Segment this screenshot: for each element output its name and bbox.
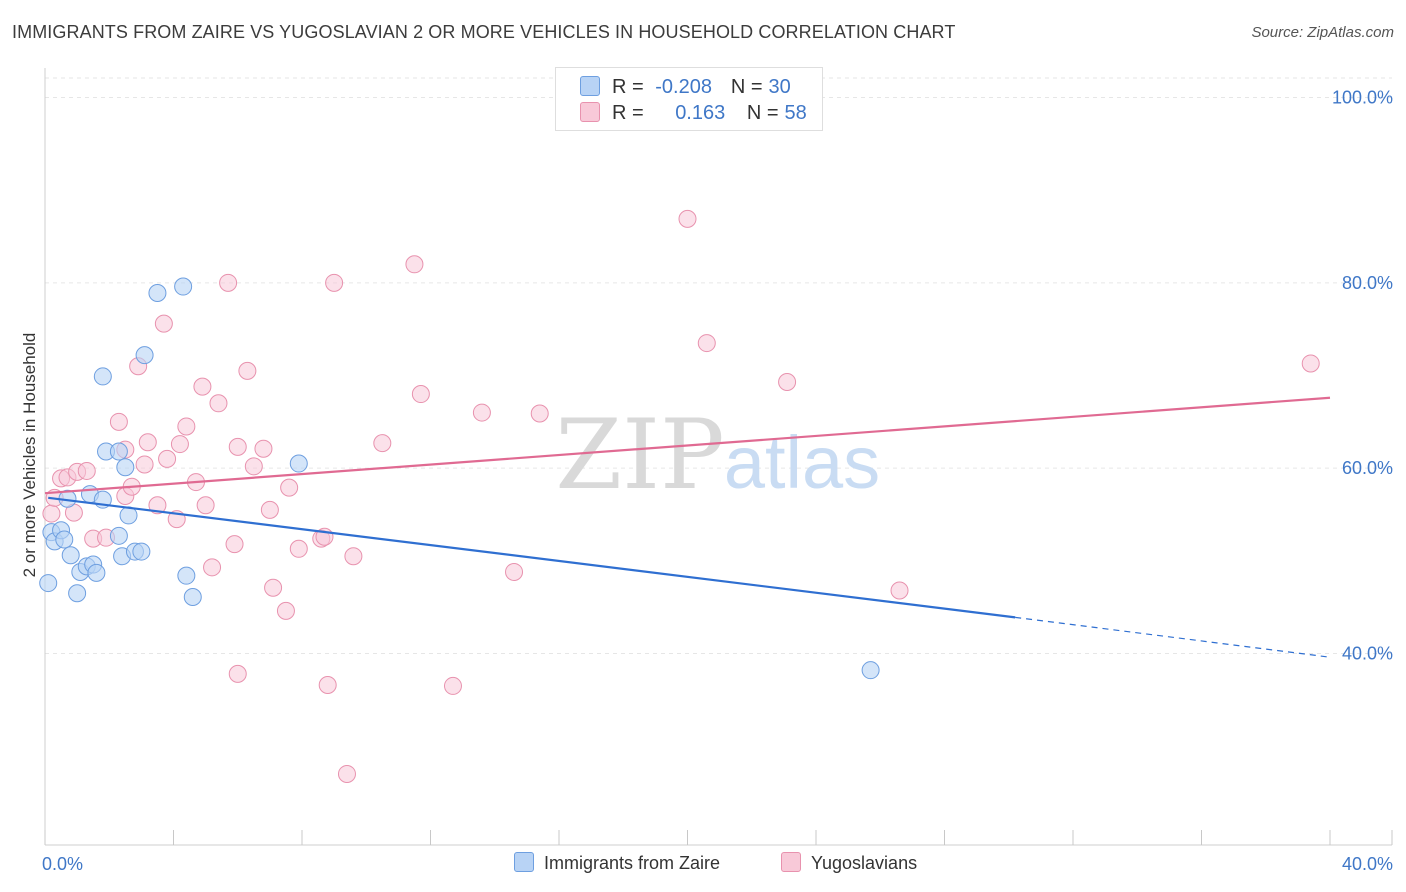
data-point-zaire: [116, 458, 135, 477]
data-point-zaire: [183, 587, 202, 606]
data-point-yugoslavians: [177, 417, 196, 436]
data-point-zaire: [109, 442, 128, 461]
data-point-yugoslavians: [196, 496, 215, 515]
n-value-zaire: 30: [768, 76, 791, 98]
data-point-yugoslavians: [264, 578, 283, 597]
series-zaire: [39, 277, 880, 680]
chart-title: IMMIGRANTS FROM ZAIRE VS YUGOSLAVIAN 2 O…: [12, 22, 956, 42]
data-point-yugoslavians: [289, 539, 308, 558]
r-value-yugoslavians: 0.163: [675, 102, 726, 124]
data-point-zaire: [132, 542, 151, 561]
data-point-zaire: [68, 584, 87, 603]
data-point-yugoslavians: [260, 500, 279, 519]
data-point-yugoslavians: [228, 664, 247, 683]
data-point-yugoslavians: [405, 255, 424, 274]
watermark-atlas: atlas: [724, 421, 880, 504]
legend-label-yugoslavians: Yugoslavians: [811, 853, 918, 873]
data-point-yugoslavians: [244, 457, 263, 476]
data-point-zaire: [289, 454, 308, 473]
data-point-yugoslavians: [148, 496, 167, 515]
source-label: Source: ZipAtlas.com: [1251, 24, 1394, 41]
trend-line-yugoslavians: [44, 396, 1331, 495]
data-point-yugoslavians: [890, 581, 909, 600]
data-point-yugoslavians: [344, 547, 363, 566]
n-value-yugoslavians: 58: [784, 102, 807, 124]
data-point-zaire: [39, 574, 58, 593]
legend-swatch-yugoslavians: [781, 852, 801, 872]
data-point-zaire: [87, 563, 106, 582]
r-value-zaire: -0.208: [655, 76, 712, 98]
legend-item-zaire[interactable]: Immigrants from Zaire: [514, 852, 720, 874]
series-yugoslavians: [42, 209, 1320, 783]
data-point-zaire: [177, 566, 196, 585]
data-point-zaire: [109, 526, 128, 545]
data-point-zaire: [135, 346, 154, 365]
data-point-yugoslavians: [280, 478, 299, 497]
y-tick-label: 100.0%: [1332, 88, 1393, 108]
y-tick-label: 60.0%: [1342, 458, 1393, 478]
legend-row-zaire: R = -0.208 N = 30: [580, 76, 791, 100]
data-point-yugoslavians: [337, 764, 356, 783]
axes: [44, 68, 1393, 846]
n-label: N =: [746, 102, 779, 124]
data-point-yugoslavians: [238, 361, 257, 380]
data-point-yugoslavians: [170, 435, 189, 454]
legend-swatch-zaire: [580, 76, 600, 96]
data-point-yugoslavians: [443, 676, 462, 695]
data-point-yugoslavians: [472, 403, 491, 422]
data-point-zaire: [174, 277, 193, 296]
data-point-zaire: [861, 661, 880, 680]
data-point-yugoslavians: [109, 412, 128, 431]
data-point-yugoslavians: [778, 372, 797, 391]
legend-series: Immigrants from Zaire Yugoslavians: [0, 852, 1406, 878]
data-point-yugoslavians: [254, 439, 273, 458]
trend-line-zaire-extension: [1015, 616, 1331, 658]
data-point-zaire: [61, 546, 80, 565]
data-point-yugoslavians: [325, 273, 344, 292]
data-point-yugoslavians: [138, 433, 157, 452]
data-point-yugoslavians: [154, 314, 173, 333]
data-point-yugoslavians: [158, 449, 177, 468]
y-tick-label: 40.0%: [1342, 644, 1393, 664]
data-point-yugoslavians: [135, 455, 154, 474]
data-point-yugoslavians: [219, 273, 238, 292]
legend-stats: R = -0.208 N = 30 R = 0.163 N = 58: [555, 67, 823, 131]
x-tick-label: 40.0%: [1342, 854, 1393, 874]
legend-label-zaire: Immigrants from Zaire: [544, 853, 721, 873]
data-point-yugoslavians: [318, 676, 337, 695]
data-point-zaire: [93, 367, 112, 386]
legend-swatch-zaire: [514, 852, 534, 872]
data-point-yugoslavians: [209, 394, 228, 413]
trend-line-zaire: [48, 496, 1016, 619]
data-point-yugoslavians: [42, 504, 61, 523]
r-label: R =: [612, 102, 644, 124]
data-point-yugoslavians: [1301, 354, 1320, 373]
n-label: N =: [730, 76, 763, 98]
data-point-yugoslavians: [678, 209, 697, 228]
data-point-yugoslavians: [505, 562, 524, 581]
data-point-yugoslavians: [225, 535, 244, 554]
y-tick-label: 80.0%: [1342, 273, 1393, 293]
watermark-zip: ZIP: [555, 399, 724, 511]
data-point-yugoslavians: [697, 334, 716, 353]
legend-row-yugoslavians: R = 0.163 N = 58: [580, 102, 807, 126]
trend-lines: [44, 396, 1331, 658]
r-label: R =: [612, 76, 644, 98]
data-point-zaire: [55, 530, 74, 549]
y-axis-label: 2 or more Vehicles in Household: [20, 333, 39, 578]
legend-swatch-yugoslavians: [580, 102, 600, 122]
data-point-yugoslavians: [203, 558, 222, 577]
tick-labels: 100.0% 80.0% 60.0% 40.0% 0.0% 40.0%: [42, 88, 1393, 875]
data-point-yugoslavians: [276, 601, 295, 620]
data-point-yugoslavians: [530, 404, 549, 423]
data-point-yugoslavians: [228, 437, 247, 456]
data-point-yugoslavians: [193, 377, 212, 396]
data-point-yugoslavians: [373, 434, 392, 453]
data-point-zaire: [148, 284, 167, 303]
data-point-yugoslavians: [411, 385, 430, 404]
data-point-yugoslavians: [77, 461, 96, 480]
legend-item-yugoslavians[interactable]: Yugoslavians: [781, 852, 917, 874]
x-tick-label: 0.0%: [42, 854, 83, 874]
